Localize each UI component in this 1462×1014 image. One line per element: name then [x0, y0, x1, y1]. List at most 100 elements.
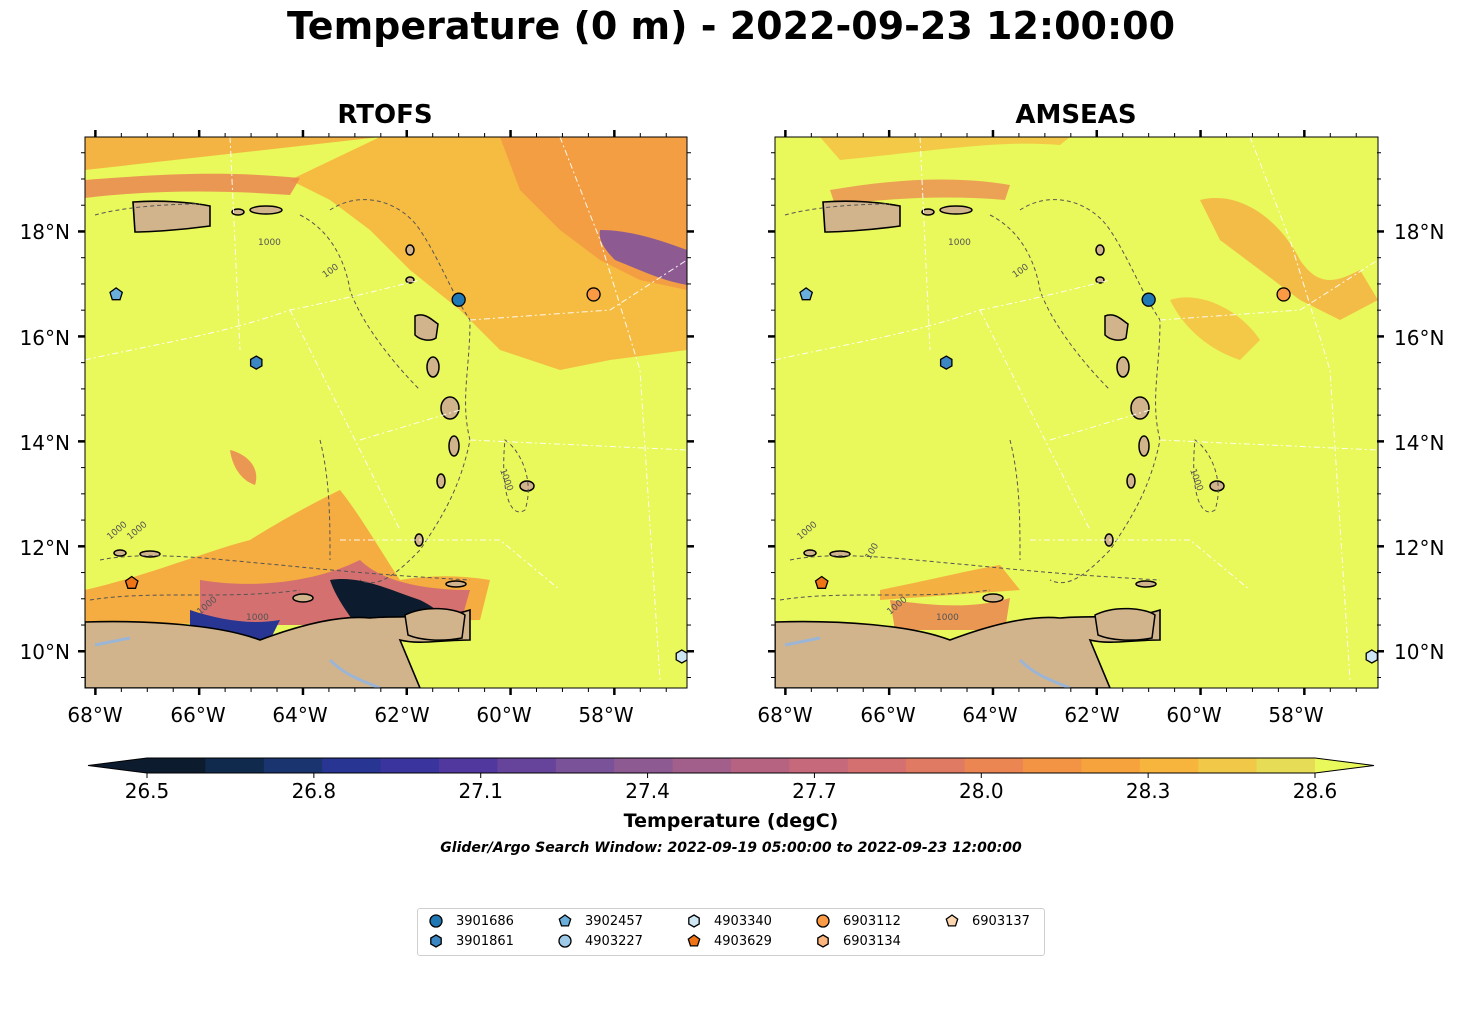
float-marker-4903629: [814, 575, 829, 589]
boundary-line: [289, 309, 401, 531]
colorbar-tick-label: 28.0: [959, 779, 1004, 803]
axis-ticks: [78, 130, 694, 695]
legend-label: 3901686: [456, 913, 514, 929]
float-marker-3902457: [799, 287, 814, 301]
legend-item-3901686: 3901686: [428, 913, 514, 929]
colorbar-tick-label: 27.4: [625, 779, 670, 803]
orinoco-river: [1018, 658, 1071, 688]
legend-label: 4903629: [714, 933, 772, 949]
boundary-line: [85, 279, 421, 361]
colorbar-segment: [906, 758, 966, 773]
float-marker-3901861: [249, 355, 263, 370]
colorbar-segment: [614, 758, 674, 773]
river: [94, 636, 131, 647]
colorbar-segments: [87, 757, 1375, 774]
legend-label: 4903340: [714, 913, 772, 929]
lon-label: 66°W: [860, 703, 915, 727]
colorbar-segment: [672, 758, 732, 773]
float-marker-4903340: [1365, 649, 1378, 664]
boundary-line: [1249, 137, 1351, 681]
colorbar-segment: [147, 758, 206, 773]
colorbar-segment: [847, 758, 907, 773]
panel-title-rtofs: RTOFS: [337, 100, 433, 130]
boundary-line: [1030, 539, 1251, 591]
st-vincent-island: [436, 473, 446, 489]
legend-item-6903137: 6903137: [944, 913, 1030, 929]
colorbar-extend-high: [1315, 758, 1374, 773]
legend-label: 3902457: [585, 913, 643, 929]
lon-label: 68°W: [67, 703, 122, 727]
colorbar-segment: [1198, 758, 1258, 773]
warm-patch-central: [230, 450, 257, 485]
river: [784, 636, 821, 647]
bathymetry-contours: [779, 199, 1219, 601]
contour-line: [789, 555, 1161, 581]
lon-label: 68°W: [757, 703, 812, 727]
colorbar-segment: [964, 758, 1024, 773]
legend-label: 6903137: [972, 913, 1030, 929]
island: [231, 208, 245, 216]
map-frame: [84, 136, 688, 689]
margarita-island: [292, 593, 314, 603]
colorbar-extend-low: [88, 758, 147, 773]
lon-label: 60°W: [1166, 703, 1221, 727]
lat-axis-labels: 18°N 16°N 14°N 12°N 10°N: [1394, 220, 1444, 664]
lat-label: 18°N: [20, 220, 70, 244]
boundary-line: [359, 409, 461, 441]
colorbar-segment: [1023, 758, 1082, 773]
contour-label: 1000: [246, 613, 269, 623]
tobago-island: [1135, 580, 1157, 588]
warm-band-pr: [830, 179, 1010, 205]
figure-title: Temperature (0 m) - 2022-09-23 12:00:00: [286, 4, 1176, 48]
contour-line: [989, 214, 1111, 391]
lat-label: 14°N: [20, 431, 70, 455]
lon-label: 64°W: [272, 703, 327, 727]
colorbar-tick-label: 26.8: [292, 779, 337, 803]
colorbar-tick-label: 27.1: [458, 779, 503, 803]
panel-title-amseas: AMSEAS: [1015, 100, 1137, 130]
contour-label: 1000: [936, 613, 959, 623]
lon-label: 64°W: [962, 703, 1017, 727]
barbados-island: [1209, 480, 1225, 492]
eez-boundaries: [85, 137, 687, 681]
lon-axis-labels: 68°W 66°W 64°W 62°W 60°W 58°W: [67, 703, 633, 727]
trinidad-island: [1094, 607, 1156, 641]
float-marker-6903112: [586, 287, 601, 302]
contour-line: [1019, 199, 1161, 584]
colorbar-segment: [1256, 758, 1316, 773]
boundary-line: [469, 439, 687, 451]
lat-label: 16°N: [20, 326, 70, 350]
search-window-text: Glider/Argo Search Window: 2022-09-19 05…: [440, 840, 1022, 856]
circle-marker-icon: [558, 934, 572, 948]
margarita-island: [982, 593, 1004, 603]
bathymetry-contours: [89, 199, 529, 601]
aruba-island: [803, 549, 817, 557]
contour-line: [89, 589, 301, 601]
martinique-island: [1130, 396, 1150, 420]
boundary-line: [919, 137, 931, 351]
guadeloupe-island: [414, 314, 439, 341]
boundary-line: [469, 259, 687, 321]
warm-filament-ne: [1200, 198, 1378, 320]
boundary-line: [229, 137, 241, 351]
dominica-island: [1116, 356, 1130, 378]
lon-label: 58°W: [1268, 703, 1323, 727]
legend-item-6903134: 6903134: [815, 933, 901, 949]
colorbar-segment: [1139, 758, 1199, 773]
colorbar-segment: [1081, 758, 1141, 773]
contour-line: [503, 439, 529, 513]
rtofs-map-content: 1000 100 1000 1000 1000 1000 1000: [85, 137, 687, 688]
island: [921, 208, 935, 216]
colorbar-ticks: 26.5 26.8 27.1 27.4 27.7 28.0 28.3 28.6: [125, 773, 1337, 803]
legend-item-4903340: 4903340: [686, 913, 772, 929]
warm-coastal-plume: [890, 598, 1010, 630]
float-marker-4903340: [675, 649, 687, 664]
lon-axis-labels: 68°W 66°W 64°W 62°W 60°W 58°W: [757, 703, 1323, 727]
contour-line: [784, 203, 891, 216]
island: [405, 244, 415, 256]
lat-label: 10°N: [20, 640, 70, 664]
contour-line: [99, 555, 471, 581]
legend-label: 3901861: [456, 933, 514, 949]
orinoco-river: [328, 658, 381, 688]
colorbar-segment: [497, 758, 557, 773]
